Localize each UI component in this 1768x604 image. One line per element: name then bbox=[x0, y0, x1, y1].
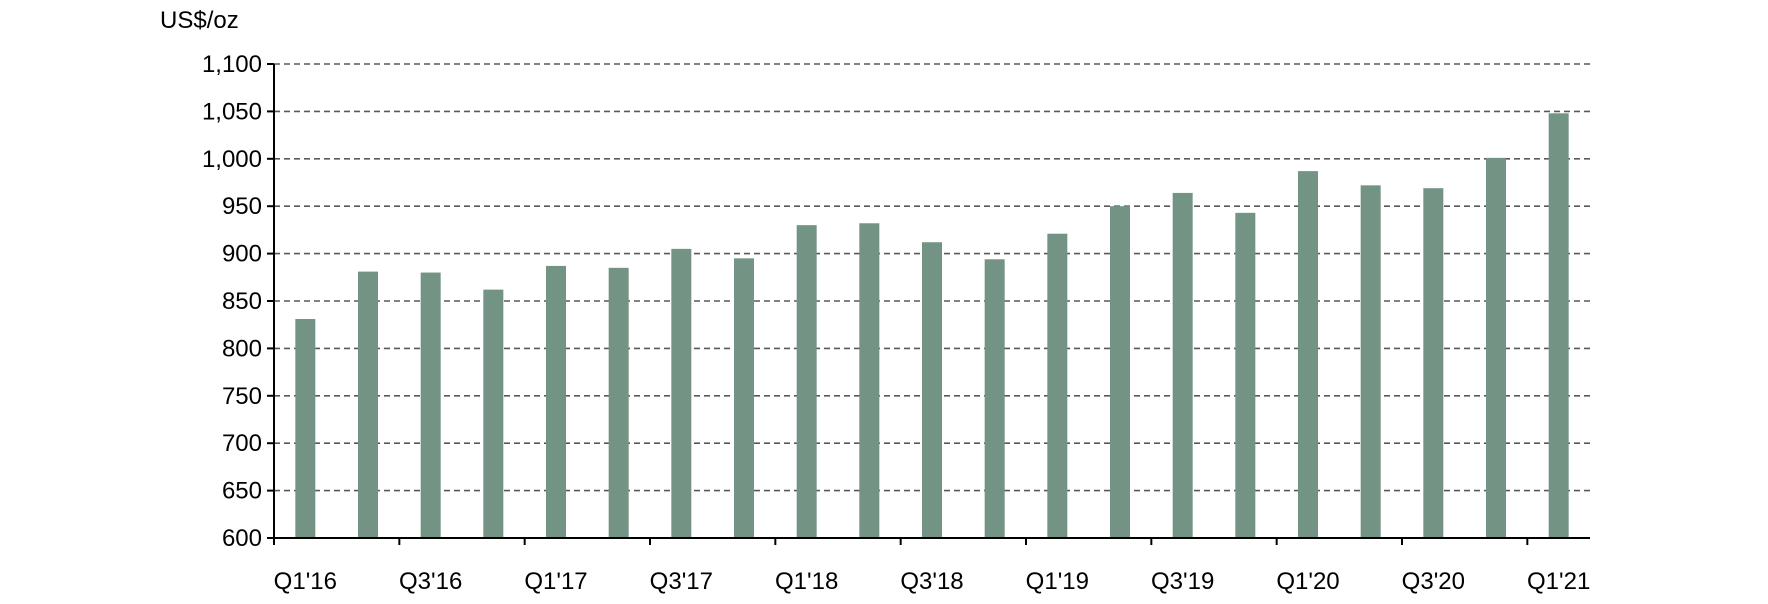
x-axis-tick-labels: Q1'16 Q3'16 Q1'17 Q3'17 Q1'18 Q3'18 Q1'19 Q3'19… bbox=[273, 538, 1590, 595]
x-tick-label: Q1'20 bbox=[1276, 568, 1339, 595]
bar-q4-20 bbox=[1486, 157, 1506, 539]
y-tick-label: 850 bbox=[222, 288, 262, 315]
y-tick-label: 1,000 bbox=[202, 146, 262, 173]
bar-q2-18 bbox=[859, 223, 880, 538]
y-tick-label: 750 bbox=[222, 383, 262, 410]
y-tick-label: 600 bbox=[222, 525, 262, 552]
bars bbox=[295, 113, 1569, 539]
bar-q2-16 bbox=[358, 271, 378, 538]
bar-q1-18 bbox=[796, 225, 817, 538]
bar-q3-19 bbox=[1172, 192, 1193, 539]
x-tick-label: Q3'19 bbox=[1151, 568, 1214, 595]
bar-q1-16 bbox=[295, 319, 316, 538]
y-tick-label: 700 bbox=[222, 430, 262, 457]
y-tick-label: 800 bbox=[222, 335, 262, 362]
x-tick-label: Q1'16 bbox=[274, 568, 337, 595]
y-axis-unit-label: US$/oz bbox=[160, 7, 239, 34]
x-tick-label: Q3'18 bbox=[900, 568, 963, 595]
x-tick-label: Q3'20 bbox=[1402, 568, 1465, 595]
y-tick-label: 900 bbox=[222, 241, 262, 268]
bar-q1-17 bbox=[546, 265, 566, 538]
x-tick-label: Q1'17 bbox=[524, 568, 587, 595]
bar-q4-17 bbox=[734, 258, 754, 538]
y-tick-label: 1,100 bbox=[202, 51, 262, 78]
y-tick-label: 1,050 bbox=[202, 98, 262, 125]
y-tick-label: 950 bbox=[222, 193, 262, 220]
x-tick-label: Q1'21 bbox=[1527, 568, 1590, 595]
x-tick-label: Q1'19 bbox=[1026, 568, 1089, 595]
bar-q4-19 bbox=[1235, 212, 1256, 538]
x-tick-label: Q1'18 bbox=[775, 568, 838, 595]
x-tick-label: Q3'16 bbox=[399, 568, 462, 595]
bar-q2-17 bbox=[608, 267, 629, 538]
bar-q3-17 bbox=[671, 248, 692, 539]
bar-q1-21 bbox=[1548, 113, 1569, 539]
bar-q3-16 bbox=[420, 272, 441, 538]
y-axis-tick-labels: 600 650 700 750 800 850 900 950 1,000 1,050 1,100 bbox=[202, 51, 274, 552]
bar-q2-19 bbox=[1110, 206, 1130, 538]
bar-q2-20 bbox=[1360, 185, 1381, 538]
bar-q1-20 bbox=[1298, 171, 1318, 538]
bar-q1-19 bbox=[1047, 233, 1068, 538]
bar-q4-16 bbox=[483, 289, 504, 538]
bar-q3-20 bbox=[1423, 188, 1444, 539]
y-tick-label: 650 bbox=[222, 478, 262, 505]
x-tick-label: Q3'17 bbox=[650, 568, 713, 595]
bar-q4-18 bbox=[984, 259, 1005, 538]
bar-q3-18 bbox=[922, 242, 942, 538]
